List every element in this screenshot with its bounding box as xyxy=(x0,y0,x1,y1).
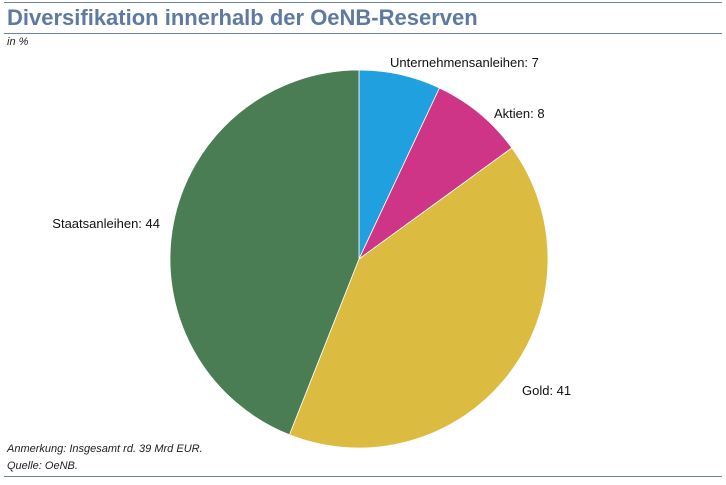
title-rule xyxy=(4,33,722,34)
pie-slice-aktien xyxy=(358,87,513,260)
chart-note: Anmerkung: Insgesamt rd. 39 Mrd EUR. xyxy=(7,443,203,455)
pie-slice-staatsanleihen xyxy=(169,69,360,436)
slice-label-aktien: Aktien: 8 xyxy=(494,106,545,121)
chart-title: Diversifikation innerhalb der OeNB-Reser… xyxy=(7,5,478,30)
slice-label-unternehmensanleihen: Unternehmensanleihen: 7 xyxy=(390,55,539,70)
slice-label-gold: Gold: 41 xyxy=(522,383,571,398)
pie-slice-gold xyxy=(288,147,549,449)
top-rule xyxy=(4,2,722,3)
bottom-rule xyxy=(4,476,722,477)
chart-source: Quelle: OeNB. xyxy=(7,460,78,472)
slice-label-staatsanleihen: Staatsanleihen: 44 xyxy=(52,216,160,231)
chart-unit: in % xyxy=(7,36,29,48)
